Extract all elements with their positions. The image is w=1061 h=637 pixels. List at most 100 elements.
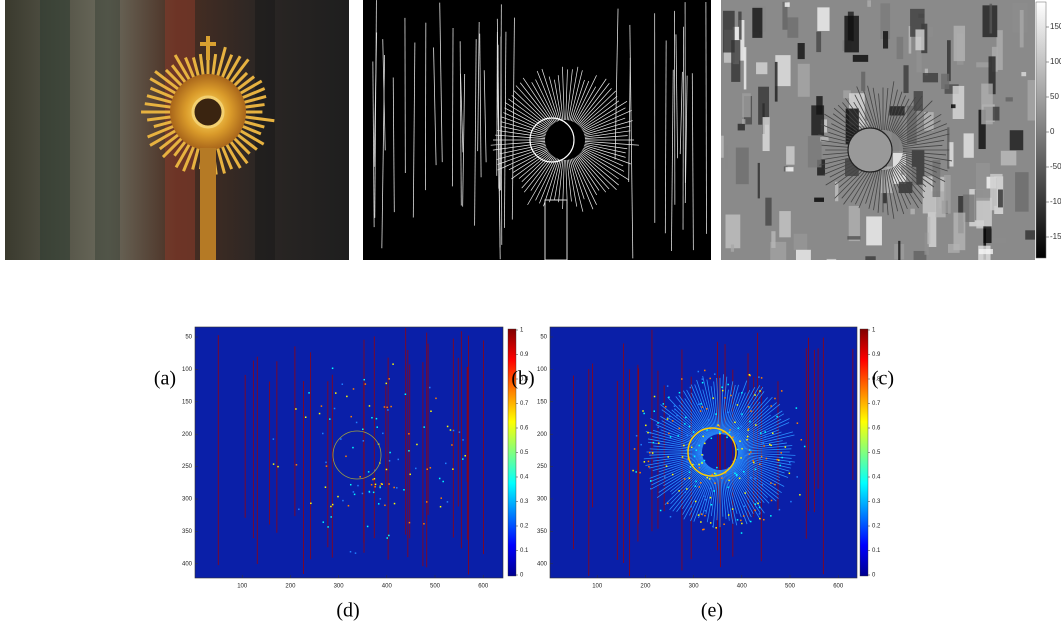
phase-ray [868,169,879,209]
phase-patch [765,197,772,226]
heat-dot [741,413,743,415]
edge-line [705,2,707,234]
edge-ray [580,151,619,180]
heat-dot [776,458,778,461]
heat-dot [396,487,398,489]
phase-patch [935,176,946,218]
heat-dot [429,386,431,389]
heat-ray [735,418,782,444]
colorbar [1035,1,1047,259]
phase-patch [889,106,905,116]
heat-dot [746,438,748,441]
heat-ray [729,386,764,438]
heat-ray [702,389,716,435]
edge-ray [584,130,631,138]
heat-dot [770,444,772,447]
heat-dot [645,424,647,427]
heat-ray [690,384,714,436]
edge-ray [519,82,553,125]
heat-dot [748,449,751,451]
heat-dot [662,403,665,405]
edge-ray [580,152,619,186]
heat-dot [375,417,378,420]
heat-dot [367,471,370,473]
heat-dot [795,407,798,409]
phase-patch [797,43,805,60]
heat-ray [737,442,787,450]
heat-dot [632,469,634,472]
phase-patch [953,25,966,62]
heat-ray [737,454,792,466]
heat-dot [758,376,760,378]
heat-ray [733,403,781,442]
heat-ray [643,453,703,460]
heat-dot [759,457,761,459]
heat-dot [435,397,437,400]
heat-dot [719,433,721,435]
phase-patch [782,1,788,30]
edge-ray [568,159,578,207]
colorbar-tick-label: 0.8 [520,377,529,383]
edge-line [474,39,477,226]
heat-dot [710,503,713,506]
heat-ray [671,463,707,495]
phase-ray [895,164,925,199]
heat-dot [724,472,727,474]
heat-dot [697,403,700,406]
heat-dot [381,483,383,486]
phase-patch [779,211,791,238]
phase-ray [891,167,912,205]
heat-ray [652,456,703,471]
phase-patch [975,163,990,201]
phase-patch [943,174,951,214]
heat-dot [701,378,704,380]
heat-dot [666,418,669,420]
heat-dot [362,428,364,431]
heat-ray [660,429,704,447]
phase-patch [976,197,992,229]
heat-dot [770,482,772,484]
phase-ray [890,168,908,209]
heat-ray [653,445,703,451]
heat-dot [711,473,714,476]
heat-dot [737,427,740,430]
phase-ray [893,96,916,134]
heat-ray [737,448,792,452]
heat-dot [440,497,443,499]
heat-ray [716,469,720,521]
heat-dot [763,445,765,447]
heat-dot [665,405,667,408]
phase-patch [1027,80,1035,121]
heat-ray [731,397,768,439]
heat-dot [322,432,324,435]
heat-dot [678,391,681,394]
heat-dot [671,420,674,422]
phase-ray [884,87,889,131]
heat-ray [728,467,760,519]
phase-patch [725,214,741,249]
heat-dot [730,394,732,397]
heat-dot [681,378,683,380]
colorbar-tick-label: 0.9 [520,352,529,358]
edge-ray [508,98,550,129]
edge-ray [501,116,547,134]
heat-dot [709,522,712,524]
heat-dot [702,528,704,531]
heat-ray [655,424,704,446]
heat-dot [642,410,644,412]
heat-dot [741,522,743,525]
heat-dot [729,429,731,431]
edge-ray [575,78,607,124]
heat-dot [718,425,720,427]
heat-dot [352,388,355,390]
heat-dot [633,448,636,450]
heat-dot [701,381,704,384]
phase-patch [741,119,746,124]
edge-ray [539,158,558,204]
y-tick-label: 400 [537,561,548,567]
edge-ray [501,126,546,137]
heat-dot [727,514,730,516]
x-tick-label: 100 [592,584,603,590]
heat-dot [694,485,697,487]
heat-dot [724,397,726,399]
